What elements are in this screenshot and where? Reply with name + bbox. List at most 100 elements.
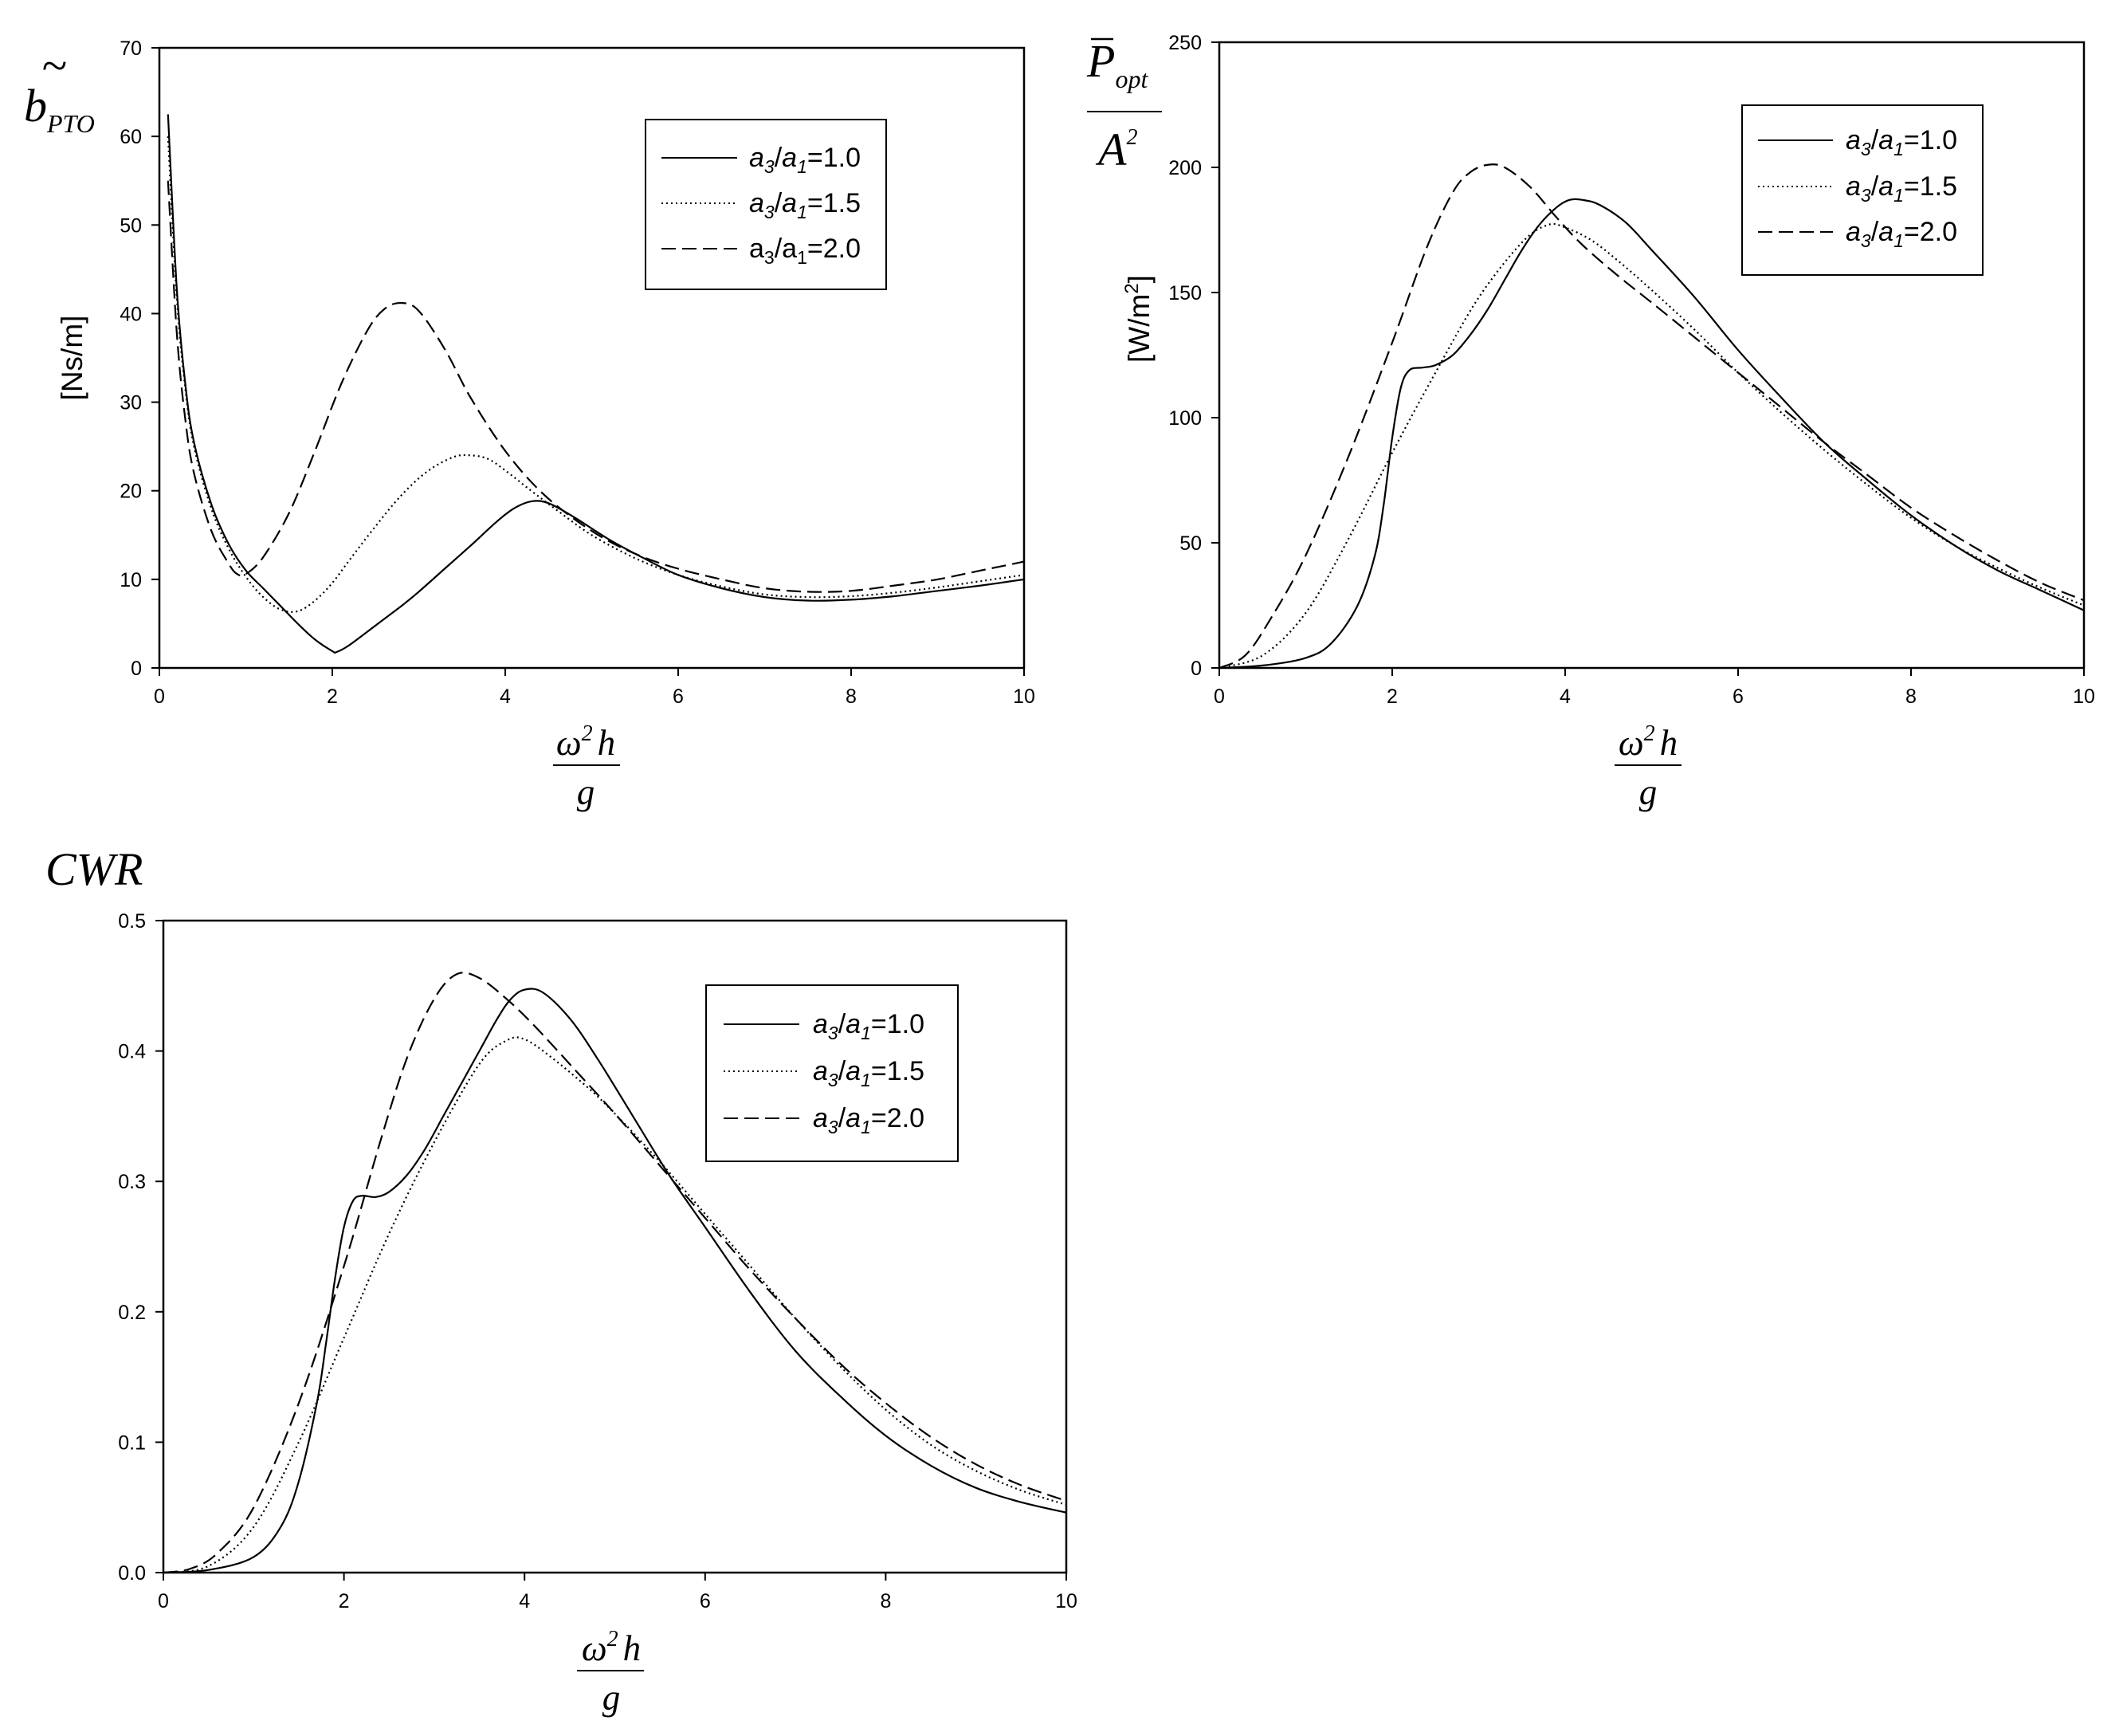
x-label-sq: 2: [1644, 721, 1655, 746]
y-axis-label: bPTO: [24, 80, 95, 138]
x-axis-label: ω2 h g: [1615, 721, 1682, 812]
plot-frame: [158, 46, 1026, 670]
series-line-2: [167, 136, 1025, 613]
x-axis-label: ω2 h g: [577, 1627, 644, 1718]
series-line-2: [1218, 222, 2085, 670]
legend-box: [645, 119, 887, 290]
legend-entry-2: a3/a1=1.5: [1846, 171, 1957, 206]
y-axis-label-b: b: [24, 80, 47, 132]
x-label-h: h: [623, 1628, 642, 1668]
x-label-g: g: [577, 772, 595, 812]
x-tick-label: 8: [880, 1590, 891, 1612]
y-tick-label: 250: [1168, 32, 1202, 54]
series-line-1: [167, 114, 1025, 654]
svg-text:ω2h: ω2 h: [556, 721, 615, 763]
x-tick-label: 2: [1387, 685, 1398, 708]
y-axis-label-p: Popt: [1086, 35, 1148, 93]
x-label-sq: 2: [607, 1627, 618, 1652]
series-line-3: [167, 180, 1025, 593]
panel-cwr: 0 2 4 6 8 10 0.0 0.1 0.2 0.3 0.4 0.5 CWR ω2 h g a3/a…: [45, 843, 1077, 1718]
series-line-1: [163, 988, 1067, 1574]
tick-layer: 0 2 4 6 8 10 0.0 0.1 0.2 0.3 0.4 0.5: [118, 910, 1077, 1612]
legend-entry-3: a3/a1=2.0: [749, 234, 861, 268]
series-line-3: [1218, 163, 2085, 670]
y-tick-label: 20: [120, 481, 142, 503]
y-axis-label-a: A2: [1095, 124, 1137, 175]
x-tick-label: 6: [673, 685, 684, 708]
x-tick-label: 6: [700, 1590, 711, 1612]
legend: a3/a1=1.0 a3/a1=1.5 a3/a1=2.0: [645, 119, 887, 290]
y-tick-label: 0.5: [118, 910, 146, 933]
plot-frame: [1218, 41, 2086, 670]
x-tick-label: 4: [519, 1590, 530, 1612]
x-tick-label: 6: [1733, 685, 1744, 708]
y-tick-label: 0.4: [118, 1041, 146, 1063]
plot-frame: [162, 919, 1068, 1574]
x-tick-label: 0: [158, 1590, 169, 1612]
x-label-omega: ω: [556, 723, 582, 763]
y-tick-label: 0.3: [118, 1171, 146, 1193]
legend-box: [705, 984, 959, 1162]
x-axis-label: ω2 h g: [553, 721, 620, 812]
x-label-omega: ω: [1619, 723, 1644, 763]
svg-text:ω2h: ω2 h: [582, 1627, 641, 1668]
x-tick-label: 10: [2073, 685, 2095, 708]
series-layer: [163, 972, 1067, 1574]
x-tick-label: 2: [339, 1590, 350, 1612]
x-tick-label: 2: [327, 685, 338, 708]
x-tick-label: 10: [1013, 685, 1035, 708]
y-axis-label-sub: PTO: [46, 109, 95, 138]
x-tick-label: 4: [1560, 685, 1571, 708]
legend-entry-3: a3/a1=2.0: [1846, 217, 1957, 251]
x-tick-label: 4: [500, 685, 511, 708]
series-line-1: [1218, 198, 2085, 670]
x-tick-label: 0: [154, 685, 165, 708]
y-tick-label: 0.0: [118, 1562, 146, 1585]
x-tick-label: 8: [846, 685, 857, 708]
series-line-3: [163, 972, 1067, 1574]
y-axis-label-sub: opt: [1115, 65, 1148, 93]
tick-layer: 0 2 4 6 8 10 0 10 20 30 40 50 60 70: [120, 37, 1035, 708]
x-label-omega: ω: [582, 1628, 607, 1668]
x-tick-label: 10: [1055, 1590, 1077, 1612]
y-tick-label: 0.2: [118, 1302, 146, 1324]
legend-entry-1: a3/a1=1.0: [749, 143, 861, 177]
x-tick-label: 0: [1214, 685, 1225, 708]
x-label-h: h: [1660, 723, 1678, 763]
y-tick-label: 50: [120, 214, 142, 237]
y-tick-label: 0.1: [118, 1432, 146, 1454]
legend-box: [1741, 104, 1984, 276]
legend-entry-3: a3/a1=2.0: [813, 1103, 924, 1137]
y-tick-label: 0: [131, 658, 142, 680]
svg-text:ω2h: ω2 h: [1619, 721, 1678, 763]
y-tick-label: 50: [1179, 532, 1202, 555]
legend: a3/a1=1.0 a3/a1=1.5 a3/a1=2.0: [705, 984, 959, 1162]
y-axis-label: CWR: [45, 843, 143, 895]
series-layer: [167, 114, 1025, 654]
legend-entry-1: a3/a1=1.0: [1846, 125, 1957, 159]
y-tick-label: 10: [120, 569, 142, 591]
y-tick-label: 30: [120, 392, 142, 414]
y-tick-label: 60: [120, 126, 142, 148]
legend: a3/a1=1.0 a3/a1=1.5 a3/a1=2.0: [1741, 104, 1984, 276]
series-layer: [1218, 163, 2085, 670]
series-line-2: [163, 1036, 1067, 1574]
y-axis-label-tilde: ~: [41, 40, 66, 92]
y-tick-label: 200: [1168, 157, 1202, 179]
x-label-sq: 2: [582, 721, 593, 746]
legend-entry-2: a3/a1=1.5: [813, 1056, 924, 1090]
y-tick-label: 0: [1191, 658, 1202, 680]
x-label-h: h: [598, 723, 616, 763]
x-tick-label: 8: [1905, 685, 1917, 708]
y-tick-label: 150: [1168, 282, 1202, 304]
y-tick-label: 100: [1168, 407, 1202, 430]
y-tick-label: 70: [120, 37, 142, 60]
x-label-g: g: [1639, 772, 1658, 812]
y-axis-unit: [Ns/m]: [56, 316, 88, 401]
y-axis-unit: [W/m2]: [1121, 275, 1156, 363]
legend-entry-1: a3/a1=1.0: [813, 1009, 924, 1043]
